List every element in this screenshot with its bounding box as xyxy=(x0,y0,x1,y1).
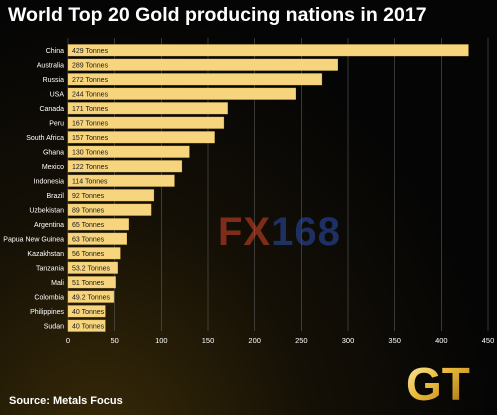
bar-value-label: 40 Tonnes xyxy=(72,323,105,330)
x-tick-label: 200 xyxy=(248,336,261,345)
category-label: Australia xyxy=(37,62,64,69)
bar xyxy=(67,232,127,245)
bar-value-label: 122 Tonnes xyxy=(72,164,109,171)
source-note: Source: Metals Focus xyxy=(9,395,123,407)
category-label: Indonesia xyxy=(34,178,64,185)
bar xyxy=(67,218,129,231)
category-label: Philippines xyxy=(30,309,64,316)
category-label: USA xyxy=(50,91,65,98)
bar-value-label: 167 Tonnes xyxy=(72,120,109,127)
logo-text: GT xyxy=(406,358,470,408)
category-label: Ghana xyxy=(43,149,64,156)
bar xyxy=(67,319,106,332)
category-label: Mali xyxy=(51,280,64,287)
bar xyxy=(67,247,121,260)
x-tick-label: 100 xyxy=(155,336,168,345)
x-tick-label: 300 xyxy=(342,336,355,345)
category-label: China xyxy=(46,48,64,55)
category-labels: China Australia Russia USA Canada Peru South A… xyxy=(3,48,64,331)
category-label: Colombia xyxy=(34,294,64,301)
chart-title: World Top 20 Gold producing nations in 2… xyxy=(8,4,427,26)
bar-value-label: 51 Tonnes xyxy=(72,280,105,287)
bar xyxy=(67,131,215,144)
bar-value-label: 53.2 Tonnes xyxy=(72,265,111,272)
bar-value-label: 429 Tonnes xyxy=(72,48,109,55)
category-label: Kazakhstan xyxy=(27,251,64,258)
bar xyxy=(67,116,225,129)
bar-value-label: 89 Tonnes xyxy=(72,207,105,214)
bar-value-label: 63 Tonnes xyxy=(72,236,105,243)
bar xyxy=(67,203,152,216)
bar xyxy=(67,160,183,173)
x-tick-label: 150 xyxy=(202,336,215,345)
category-label: Argentina xyxy=(34,222,64,229)
bar-value-label: 65 Tonnes xyxy=(72,222,105,229)
bar xyxy=(67,261,118,274)
x-tick-label: 350 xyxy=(388,336,401,345)
category-label: Tanzania xyxy=(36,265,64,272)
bar xyxy=(67,44,469,57)
category-label: Mexico xyxy=(42,164,64,171)
bar xyxy=(67,174,175,187)
x-tick-label: 250 xyxy=(295,336,308,345)
x-axis-ticks: 0 50 100 150 200 250 300 350 400 450 xyxy=(66,336,494,345)
x-tick-label: 400 xyxy=(435,336,448,345)
watermark-part-1: FX xyxy=(218,210,272,254)
bar-value-label: 272 Tonnes xyxy=(72,77,109,84)
bar-value-label: 40 Tonnes xyxy=(72,309,105,316)
bar-value-label: 49.2 Tonnes xyxy=(72,294,111,301)
bar xyxy=(67,290,115,303)
x-tick-label: 0 xyxy=(66,336,70,345)
bar-value-label: 56 Tonnes xyxy=(72,251,105,258)
bar xyxy=(67,145,190,158)
bar xyxy=(67,58,338,71)
bar-value-label: 92 Tonnes xyxy=(72,193,105,200)
category-label: Uzbekistan xyxy=(29,207,64,214)
bar-value-label: 130 Tonnes xyxy=(72,149,109,156)
watermark-logo: FX168 xyxy=(218,210,341,255)
bar-value-label: 114 Tonnes xyxy=(72,178,108,185)
category-label: Canada xyxy=(39,106,64,113)
category-label: South Africa xyxy=(26,135,64,142)
bar-value-label: 244 Tonnes xyxy=(72,91,109,98)
category-label: Peru xyxy=(49,120,64,127)
bar xyxy=(67,305,106,318)
category-label: Russia xyxy=(43,77,65,84)
bar-value-label: 157 Tonnes xyxy=(72,135,109,142)
bars: 429 Tonnes 289 Tonnes 272 Tonnes 244 Tonnes… xyxy=(67,44,469,332)
category-label: Papua New Guinea xyxy=(3,236,64,243)
x-tick-label: 50 xyxy=(110,336,118,345)
gt-logo-icon: GT xyxy=(406,358,470,408)
bar-value-label: 171 Tonnes xyxy=(72,106,109,113)
watermark-part-2: 168 xyxy=(271,210,341,254)
bar xyxy=(67,73,323,86)
bar xyxy=(67,189,155,202)
bar xyxy=(67,87,296,100)
bar xyxy=(67,102,228,115)
x-tick-label: 450 xyxy=(482,336,495,345)
category-label: Brazil xyxy=(46,193,64,200)
bar-value-label: 289 Tonnes xyxy=(72,62,109,69)
bar xyxy=(67,276,116,289)
category-label: Sudan xyxy=(44,323,64,330)
